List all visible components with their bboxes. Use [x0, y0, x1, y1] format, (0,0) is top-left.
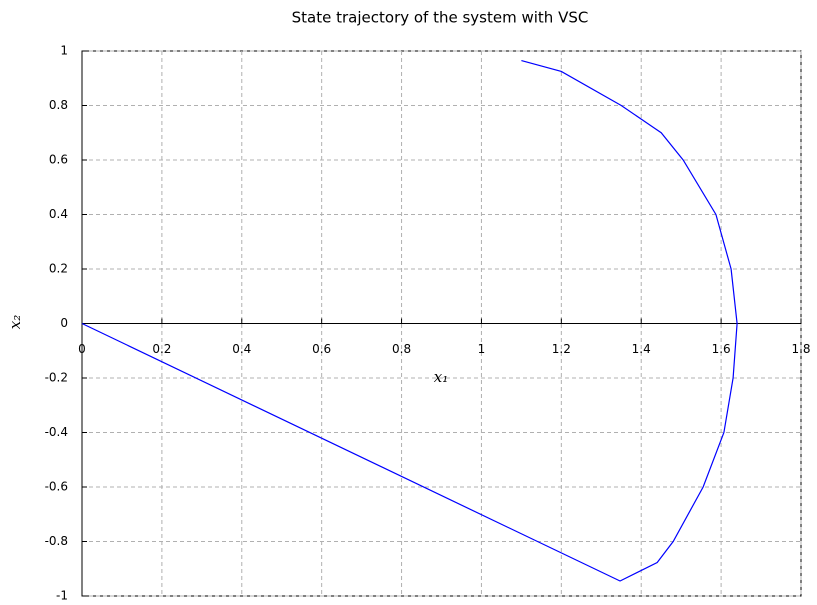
- y-tick-label: -0.4: [45, 425, 68, 439]
- x-tick-label: 1.6: [712, 342, 731, 356]
- y-tick-label: 0.2: [49, 262, 68, 276]
- y-tick-label: 0.6: [49, 153, 68, 167]
- y-tick-label: 1: [60, 44, 68, 58]
- x-tick-label: 1.8: [791, 342, 810, 356]
- y-tick-label: 0.8: [49, 98, 68, 112]
- trajectory-line: [81, 59, 738, 582]
- y-tick-label: 0: [60, 316, 68, 330]
- x-tick-label: 0.2: [152, 342, 171, 356]
- y-tick-label: 0.4: [49, 207, 68, 221]
- x-tick-label: 0.8: [392, 342, 411, 356]
- x-axis-label: x₁: [434, 368, 448, 386]
- x-tick-label: 1.2: [552, 342, 571, 356]
- chart-title: State trajectory of the system with VSC: [292, 9, 589, 27]
- x-tick-label: 0.4: [232, 342, 251, 356]
- x-tick-label: 1.4: [632, 342, 651, 356]
- y-tick-label: -0.2: [45, 371, 68, 385]
- y-tick-label: -1: [56, 589, 68, 603]
- y-tick-label: -0.8: [45, 534, 68, 548]
- y-tick-label: -0.6: [45, 480, 68, 494]
- y-axis-label: x₂: [6, 315, 24, 329]
- x-tick-label: 1: [478, 342, 486, 356]
- x-tick-label: 0.6: [312, 342, 331, 356]
